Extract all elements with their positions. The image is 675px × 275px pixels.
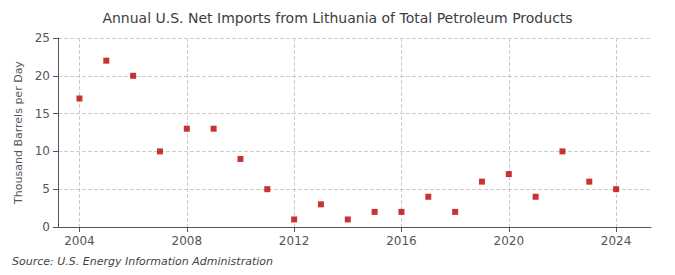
svg-text:2012: 2012	[279, 234, 310, 248]
svg-text:5: 5	[42, 182, 50, 196]
svg-text:Source: U.S. Energy Informatio: Source: U.S. Energy Information Administ…	[12, 255, 273, 268]
svg-text:15: 15	[35, 107, 50, 121]
svg-text:20: 20	[35, 69, 50, 83]
svg-text:0: 0	[42, 220, 50, 234]
svg-text:2020: 2020	[494, 234, 525, 248]
svg-text:10: 10	[35, 144, 50, 158]
svg-text:Thousand Barrels per Day: Thousand Barrels per Day	[12, 61, 25, 205]
svg-text:25: 25	[35, 31, 50, 45]
svg-text:Annual U.S. Net Imports from L: Annual U.S. Net Imports from Lithuania o…	[102, 10, 572, 26]
svg-text:2004: 2004	[64, 234, 95, 248]
svg-text:2024: 2024	[601, 234, 632, 248]
svg-text:2008: 2008	[172, 234, 203, 248]
svg-text:2016: 2016	[386, 234, 417, 248]
